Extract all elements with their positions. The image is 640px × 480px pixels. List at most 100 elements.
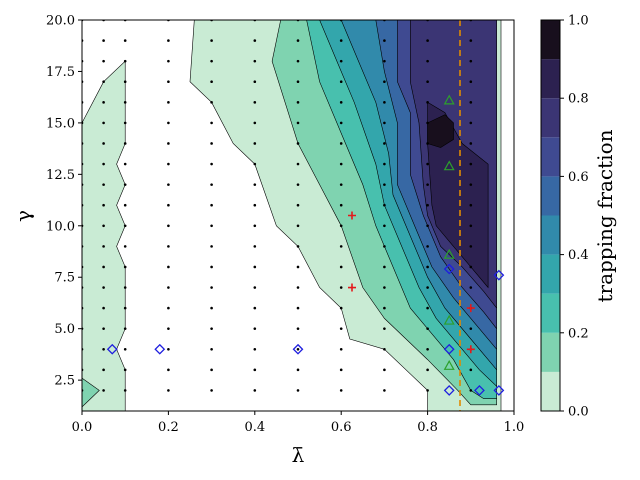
sample-point <box>123 183 127 186</box>
sample-point <box>469 162 473 166</box>
sample-point <box>296 347 300 351</box>
sample-point <box>210 101 213 104</box>
sample-point <box>210 142 213 145</box>
sample-point <box>253 183 257 186</box>
sample-point <box>426 80 429 84</box>
sample-point <box>102 39 105 42</box>
sample-point <box>339 101 343 104</box>
y-tick-label: 2.5 <box>54 374 75 389</box>
sample-point <box>426 327 429 330</box>
sample-point <box>253 142 257 145</box>
sample-point <box>383 286 386 289</box>
red-plus-marker <box>466 345 475 354</box>
sample-point <box>167 80 170 84</box>
colorbar-frame <box>540 19 561 412</box>
sample-point <box>210 368 213 372</box>
y-tick-label: 7.5 <box>54 271 75 286</box>
sample-point <box>469 142 473 145</box>
sample-point <box>469 265 473 269</box>
sample-point <box>296 101 300 104</box>
sample-point <box>296 265 300 269</box>
sample-point <box>339 121 343 125</box>
sample-point <box>210 39 213 42</box>
sample-point <box>123 59 127 63</box>
sample-point <box>167 183 170 186</box>
sample-point <box>102 203 105 207</box>
x-tick-label: 0.4 <box>244 420 265 435</box>
sample-point <box>426 389 429 392</box>
sample-point <box>469 59 473 63</box>
sample-point <box>426 306 429 310</box>
sample-point <box>253 327 257 330</box>
sample-point <box>253 162 257 166</box>
sample-point <box>426 286 429 289</box>
sample-point <box>210 183 213 186</box>
sample-point <box>296 224 300 228</box>
sample-point <box>339 80 343 84</box>
sample-point <box>167 162 170 166</box>
sample-point <box>339 368 343 372</box>
sample-point <box>167 101 170 104</box>
sample-point <box>296 162 300 166</box>
sample-point <box>383 245 386 248</box>
sample-point <box>210 121 213 125</box>
y-tick-label: 17.5 <box>46 65 75 80</box>
sample-point <box>339 39 343 42</box>
sample-point <box>339 265 343 269</box>
sample-point <box>253 224 257 228</box>
sample-point <box>253 203 257 207</box>
sample-point <box>210 203 213 207</box>
sample-point <box>102 306 105 310</box>
sample-point <box>383 39 386 42</box>
sample-point <box>339 327 343 330</box>
green-triangle-marker <box>443 359 455 370</box>
sample-point <box>210 286 213 289</box>
sample-point <box>426 203 429 207</box>
colorbar-segment <box>541 137 560 177</box>
sample-point <box>167 389 170 392</box>
blue-diamond-marker <box>493 385 505 396</box>
sample-point <box>383 368 386 372</box>
contour-region-0 <box>82 60 126 411</box>
colorbar-segment <box>541 20 560 60</box>
colorbar-tick-label: 0.2 <box>568 326 589 341</box>
sample-point <box>102 80 105 84</box>
sample-point <box>102 327 105 330</box>
sample-point <box>167 59 170 63</box>
sample-point <box>383 183 386 186</box>
sample-point <box>210 59 213 63</box>
sample-point <box>210 224 213 228</box>
colorbar-segment <box>541 59 560 99</box>
sample-point <box>210 389 213 392</box>
sample-point <box>469 245 473 248</box>
blue-diamond-marker <box>474 385 485 396</box>
sample-point <box>296 203 300 207</box>
sample-point <box>469 224 473 228</box>
sample-point <box>296 389 300 392</box>
sample-point <box>339 59 343 63</box>
blue-diamond-marker <box>106 343 118 355</box>
sample-point <box>296 245 300 248</box>
sample-point <box>383 347 386 351</box>
colorbar-segment <box>541 254 560 294</box>
sample-point <box>296 368 300 372</box>
colorbar-tick-label: 0.8 <box>568 92 589 107</box>
contour-region-1 <box>82 377 100 408</box>
sample-point <box>426 265 429 269</box>
sample-point <box>383 389 386 392</box>
sample-point <box>123 80 127 84</box>
sample-point <box>253 368 257 372</box>
sample-point <box>383 306 386 310</box>
sample-point <box>210 162 213 166</box>
sample-point <box>102 368 105 372</box>
sample-point <box>123 162 127 166</box>
y-tick-label: 20.0 <box>46 14 75 29</box>
sample-point <box>383 265 386 269</box>
sample-point <box>296 80 300 84</box>
red-plus-marker <box>466 304 475 313</box>
colorbar-segment <box>541 98 560 138</box>
sample-point <box>339 245 343 248</box>
sample-point <box>123 203 127 207</box>
sample-point <box>102 121 105 125</box>
green-triangle-marker <box>443 94 455 105</box>
